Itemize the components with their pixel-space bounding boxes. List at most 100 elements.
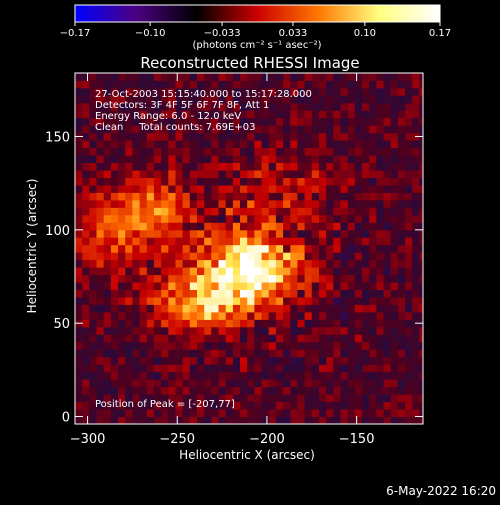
heatmap-cell <box>204 140 212 149</box>
heatmap-cell <box>275 252 284 261</box>
heatmap-cell <box>139 334 148 343</box>
heatmap-cell <box>175 207 184 216</box>
heatmap-cell <box>110 125 119 134</box>
heatmap-cell <box>103 304 112 313</box>
heatmap-cell <box>326 155 334 163</box>
heatmap-cell <box>211 87 219 96</box>
heatmap-cell <box>139 110 148 119</box>
heatmap-cell <box>204 125 212 134</box>
heatmap-cell <box>362 192 370 201</box>
heatmap-cell <box>182 95 191 104</box>
heatmap-cell <box>247 80 255 89</box>
heatmap-cell <box>240 274 248 283</box>
heatmap-cell <box>232 274 241 283</box>
heatmap-cell <box>362 147 370 156</box>
heatmap-cell <box>254 222 262 231</box>
heatmap-cell <box>232 364 241 373</box>
heatmap-cell <box>261 73 270 81</box>
heatmap-cell <box>118 364 126 373</box>
heatmap-cell <box>376 140 384 149</box>
heatmap-cell <box>354 259 363 268</box>
heatmap-cell <box>347 409 356 417</box>
heatmap-cell <box>232 132 241 141</box>
heatmap-cell <box>153 334 162 343</box>
heatmap-cell <box>161 341 169 350</box>
heatmap-cell <box>369 200 377 208</box>
heatmap-cell <box>390 214 399 223</box>
heatmap-cell <box>304 259 313 268</box>
heatmap-cell <box>354 356 363 365</box>
heatmap-cell <box>311 229 320 238</box>
heatmap-cell <box>225 401 234 410</box>
heatmap-cell <box>103 214 112 223</box>
heatmap-cell <box>197 409 205 417</box>
heatmap-cell <box>146 237 155 246</box>
heatmap-cell <box>197 155 205 163</box>
y-tick-label: 0 <box>62 411 70 426</box>
heatmap-cell <box>225 409 234 417</box>
heatmap-cell <box>225 282 234 290</box>
heatmap-cell <box>125 274 133 283</box>
heatmap-cell <box>333 386 341 395</box>
heatmap-cell <box>297 326 305 335</box>
heatmap-cell <box>175 147 184 156</box>
heatmap-cell <box>110 341 119 350</box>
heatmap-cell <box>275 259 284 268</box>
heatmap-cell <box>340 349 349 358</box>
heatmap-cell <box>218 185 227 193</box>
heatmap-cell <box>175 371 184 380</box>
heatmap-cell <box>110 252 119 261</box>
heatmap-cell <box>240 282 248 290</box>
heatmap-cell <box>118 334 126 343</box>
heatmap-cell <box>397 252 406 261</box>
heatmap-cell <box>182 267 191 276</box>
heatmap-cell <box>189 125 198 134</box>
heatmap-cell <box>283 282 291 290</box>
heatmap-cell <box>261 267 270 276</box>
heatmap-cell <box>240 319 248 328</box>
heatmap-cell <box>204 102 212 111</box>
heatmap-cell <box>132 185 140 193</box>
heatmap-cell <box>283 274 291 283</box>
heatmap-cell <box>89 229 97 238</box>
heatmap-cell <box>340 409 349 417</box>
heatmap-cell <box>103 334 112 343</box>
heatmap-cell <box>247 386 255 395</box>
heatmap-cell <box>182 319 191 328</box>
heatmap-cell <box>96 80 105 89</box>
heatmap-cell <box>362 341 370 350</box>
heatmap-cell <box>254 267 262 276</box>
heatmap-cell <box>390 95 399 104</box>
heatmap-cell <box>218 394 227 402</box>
heatmap-cell <box>369 319 377 328</box>
heatmap-cell <box>362 334 370 343</box>
heatmap-cell <box>311 386 320 395</box>
heatmap-cell <box>118 289 126 298</box>
heatmap-cell <box>132 222 140 231</box>
heatmap-cell <box>168 334 176 343</box>
heatmap-cell <box>189 341 198 350</box>
heatmap-cell <box>347 416 356 424</box>
heatmap-cell <box>419 125 423 134</box>
heatmap-cell <box>197 80 205 89</box>
heatmap-cell <box>261 110 270 119</box>
heatmap-cell <box>261 334 270 343</box>
heatmap-cell <box>254 229 262 238</box>
heatmap-cell <box>139 312 148 320</box>
heatmap-cell <box>132 304 140 313</box>
heatmap-cell <box>211 237 219 246</box>
heatmap-cell <box>96 200 105 208</box>
heatmap-cell <box>225 304 234 313</box>
heatmap-cell <box>189 147 198 156</box>
heatmap-cell <box>383 409 392 417</box>
heatmap-cell <box>304 207 313 216</box>
heatmap-cell <box>146 102 155 111</box>
heatmap-cell <box>96 349 105 358</box>
heatmap-cell <box>161 222 169 231</box>
heatmap-cell <box>376 289 384 298</box>
heatmap-cell <box>89 379 97 388</box>
heatmap-cell <box>412 87 420 96</box>
heatmap-cell <box>82 244 90 253</box>
heatmap-cell <box>354 274 363 283</box>
heatmap-cell <box>189 349 198 358</box>
